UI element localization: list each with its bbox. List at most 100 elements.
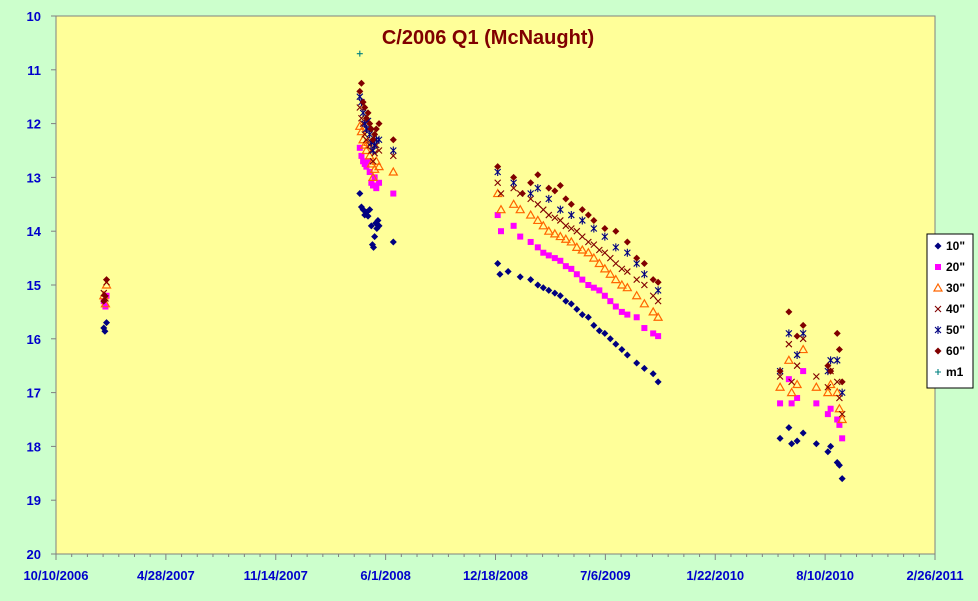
data-point bbox=[389, 152, 397, 160]
legend-label: 10" bbox=[946, 239, 965, 253]
data-point bbox=[371, 130, 379, 138]
data-point bbox=[648, 306, 659, 316]
data-point bbox=[359, 108, 367, 117]
data-point bbox=[833, 378, 841, 386]
data-point bbox=[775, 382, 786, 391]
data-point bbox=[374, 216, 382, 224]
data-point bbox=[785, 308, 793, 316]
data-point bbox=[776, 373, 784, 380]
data-point bbox=[838, 410, 846, 418]
data-point bbox=[654, 286, 662, 295]
data-point bbox=[366, 120, 374, 128]
data-point bbox=[551, 214, 559, 222]
data-point bbox=[824, 448, 832, 456]
data-point bbox=[357, 79, 365, 87]
data-point bbox=[549, 228, 560, 238]
data-point bbox=[389, 238, 397, 246]
data-point bbox=[793, 332, 801, 340]
data-point bbox=[835, 461, 843, 469]
data-point bbox=[601, 225, 609, 233]
data-point bbox=[494, 259, 502, 267]
data-point bbox=[799, 335, 807, 343]
data-point bbox=[362, 114, 370, 122]
data-point bbox=[623, 248, 631, 257]
data-point bbox=[527, 189, 535, 198]
plot-area bbox=[55, 15, 936, 555]
y-tick-label: 10 bbox=[27, 9, 41, 24]
data-point bbox=[367, 222, 375, 230]
data-point bbox=[655, 333, 662, 340]
data-point bbox=[103, 319, 111, 327]
data-point bbox=[366, 130, 374, 139]
data-point bbox=[827, 442, 835, 450]
series-6 bbox=[356, 50, 363, 57]
data-point bbox=[788, 440, 796, 448]
data-point bbox=[785, 424, 793, 432]
data-point bbox=[595, 246, 603, 254]
data-point bbox=[838, 378, 846, 386]
data-point bbox=[577, 244, 588, 254]
data-point bbox=[601, 292, 608, 299]
data-point bbox=[103, 276, 111, 284]
data-point bbox=[610, 274, 621, 284]
data-point bbox=[556, 181, 564, 189]
data-point bbox=[622, 282, 633, 292]
data-point bbox=[579, 276, 586, 283]
y-tick-label: 13 bbox=[27, 170, 41, 185]
x-tick-label: 2/26/2011 bbox=[906, 568, 963, 583]
data-point bbox=[510, 173, 518, 181]
data-point bbox=[606, 335, 614, 343]
data-point bbox=[776, 434, 784, 442]
data-point bbox=[590, 284, 597, 291]
data-point bbox=[534, 171, 542, 179]
data-point bbox=[654, 378, 662, 386]
series-1 bbox=[100, 144, 846, 442]
data-point bbox=[584, 238, 592, 246]
data-point bbox=[837, 414, 848, 424]
data-point bbox=[534, 281, 542, 289]
data-point bbox=[534, 200, 542, 208]
legend-label: 20" bbox=[946, 260, 965, 274]
data-point bbox=[590, 224, 598, 233]
legend-marker bbox=[935, 264, 941, 270]
data-point bbox=[633, 276, 641, 284]
data-point bbox=[601, 249, 609, 257]
data-point bbox=[776, 367, 784, 375]
data-point bbox=[371, 233, 379, 241]
data-point bbox=[590, 216, 598, 224]
x-tick-label: 10/10/2006 bbox=[23, 568, 88, 583]
legend-marker bbox=[935, 369, 941, 375]
data-point bbox=[834, 416, 841, 423]
data-point bbox=[822, 387, 833, 397]
data-point bbox=[101, 292, 109, 300]
legend: 10" 20" 30" 40" 50" 60" m1 bbox=[926, 233, 974, 389]
data-point bbox=[371, 156, 382, 165]
data-point bbox=[504, 268, 512, 276]
data-point bbox=[824, 411, 831, 418]
data-point bbox=[612, 303, 619, 310]
data-point bbox=[517, 233, 524, 240]
data-point bbox=[496, 270, 504, 278]
data-point bbox=[813, 400, 820, 407]
y-tick-label: 14 bbox=[27, 224, 42, 239]
data-point bbox=[366, 206, 374, 214]
data-point bbox=[783, 355, 794, 364]
data-point bbox=[798, 344, 809, 354]
data-point bbox=[827, 356, 835, 365]
data-point bbox=[527, 195, 535, 203]
data-point bbox=[811, 382, 822, 391]
data-point bbox=[369, 182, 376, 189]
data-point bbox=[389, 146, 397, 155]
data-point bbox=[590, 241, 598, 249]
x-tick-label: 7/6/2009 bbox=[580, 568, 631, 583]
data-point bbox=[654, 297, 662, 305]
data-point bbox=[654, 278, 662, 286]
data-point bbox=[540, 249, 547, 256]
data-point bbox=[833, 329, 841, 337]
data-point bbox=[515, 204, 526, 214]
data-point bbox=[356, 87, 364, 95]
data-point bbox=[545, 194, 553, 203]
data-point bbox=[567, 211, 575, 220]
data-point bbox=[607, 298, 614, 305]
